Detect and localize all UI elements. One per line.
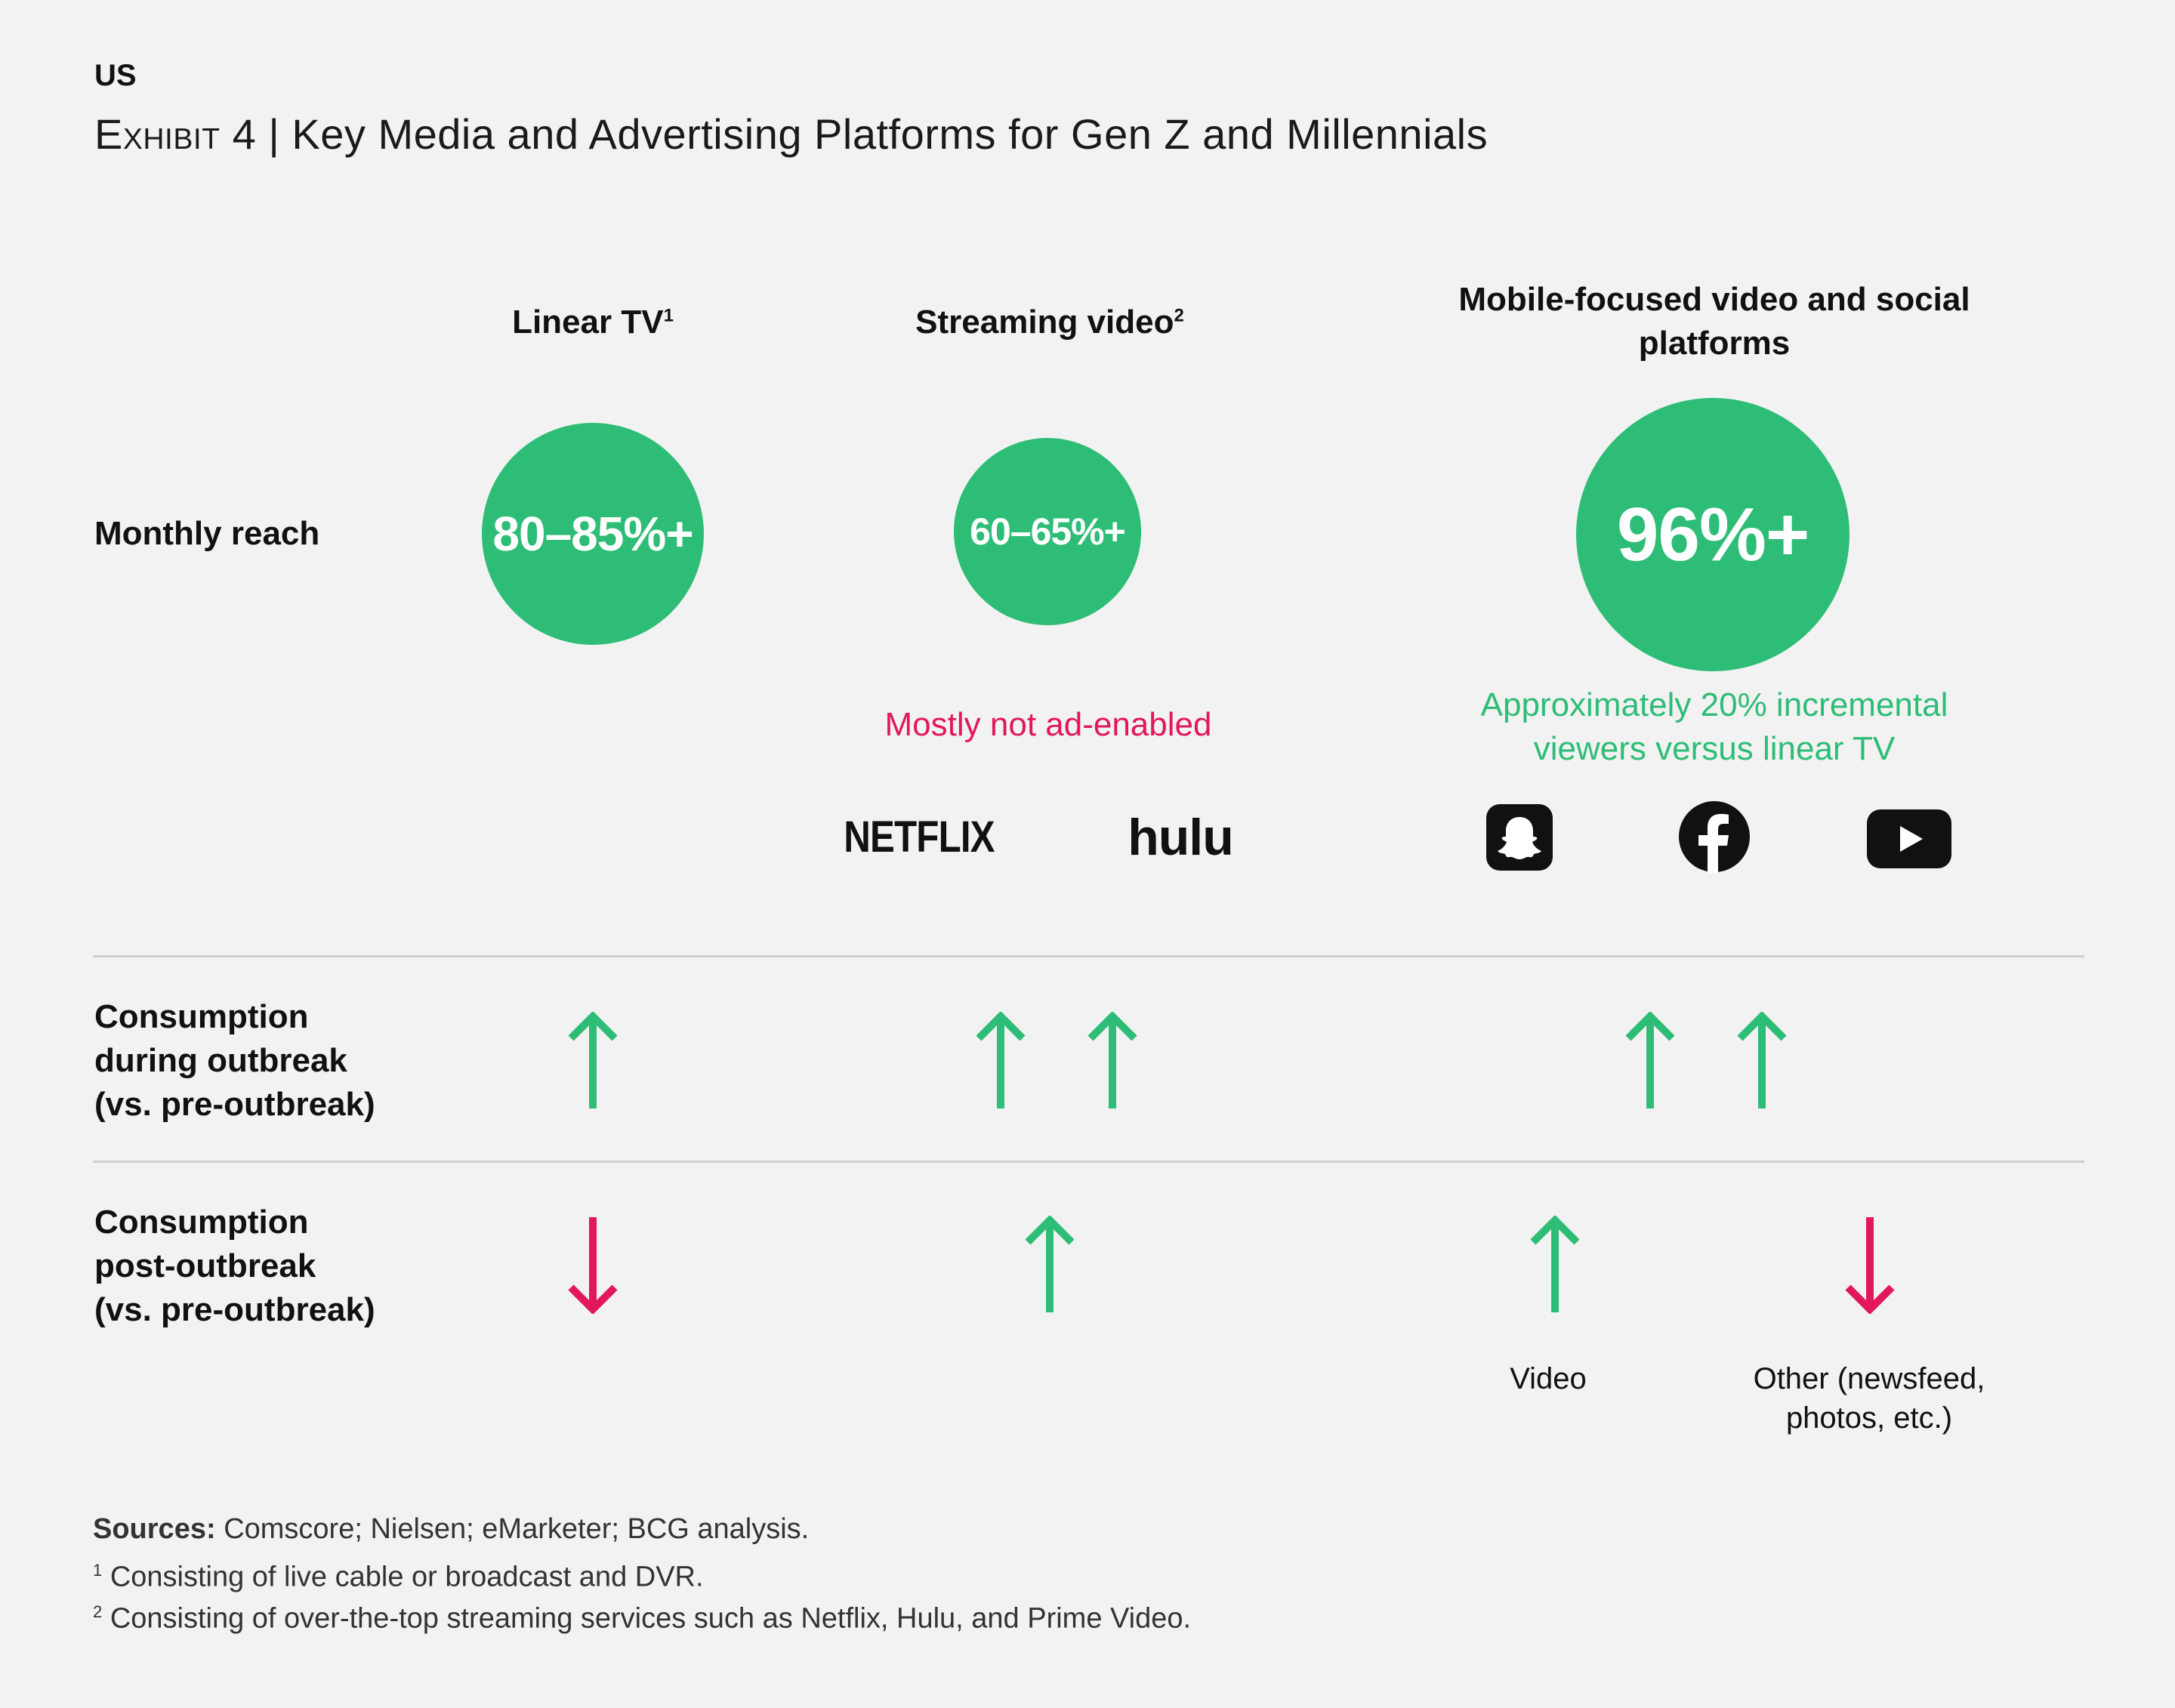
footnote-mark: 1 — [663, 305, 674, 326]
region-label: US — [94, 59, 137, 92]
caption-video: Video — [1510, 1362, 1587, 1395]
arrow-up-icon — [1088, 1012, 1137, 1108]
youtube-icon — [1867, 809, 1951, 868]
netflix-logo: NETFLIX — [844, 812, 995, 862]
arrow-up-icon — [1625, 1012, 1675, 1108]
arrow-down-icon — [1845, 1217, 1895, 1314]
sources-line: Sources: Comscore; Nielsen; eMarketer; B… — [93, 1509, 809, 1549]
reach-circle-linear-tv: 80–85%+ — [482, 423, 704, 645]
row-label-during-outbreak: Consumption during outbreak (vs. pre-out… — [94, 998, 375, 1123]
reach-circle-mobile: 96%+ — [1576, 398, 1850, 671]
sources-text: Comscore; Nielsen; eMarketer; BCG analys… — [224, 1513, 810, 1545]
mobile-note: Approximately 20% incremental viewers ve… — [1480, 686, 1948, 767]
arrow-up-icon — [568, 1012, 618, 1108]
footnote-mark: 2 — [1174, 305, 1184, 326]
row-divider — [93, 955, 2084, 957]
arrow-up-icon — [1737, 1012, 1787, 1108]
snapchat-icon — [1486, 804, 1553, 871]
arrow-up-icon — [976, 1012, 1026, 1108]
footnote-2: 2 Consisting of over-the-top streaming s… — [93, 1602, 1192, 1635]
title-text: Key Media and Advertising Platforms for … — [292, 110, 1489, 158]
exhibit-number: Exhibit 4 — [94, 110, 257, 158]
row-divider — [93, 1161, 2084, 1163]
col-header-linear-tv: Linear TV1 — [512, 304, 674, 341]
footnote-1: 1 Consisting of live cable or broadcast … — [93, 1561, 704, 1593]
footnote-2-mark: 2 — [93, 1602, 103, 1621]
col-header-streaming: Streaming video2 — [915, 304, 1184, 341]
arrow-up-icon — [1025, 1216, 1075, 1312]
arrow-down-icon — [568, 1217, 618, 1314]
reach-circle-streaming: 60–65%+ — [954, 438, 1141, 625]
row-label-post-outbreak: Consumption post-outbreak (vs. pre-outbr… — [94, 1204, 375, 1328]
arrow-up-icon — [1530, 1216, 1580, 1312]
caption-other: Other (newsfeed, photos, etc.) — [1753, 1362, 1985, 1435]
sources-label: Sources: — [93, 1513, 216, 1545]
title-separator: | — [268, 110, 280, 158]
row-label-monthly-reach: Monthly reach — [94, 515, 320, 552]
streaming-note: Mostly not ad-enabled — [884, 706, 1212, 743]
col-header-mobile: Mobile-focused video and social platform… — [1458, 281, 1970, 362]
footnote-1-mark: 1 — [93, 1561, 103, 1580]
exhibit-title: Exhibit 4 | Key Media and Advertising Pl… — [94, 109, 1488, 159]
facebook-icon — [1679, 801, 1750, 873]
hulu-logo: hulu — [1128, 809, 1234, 866]
